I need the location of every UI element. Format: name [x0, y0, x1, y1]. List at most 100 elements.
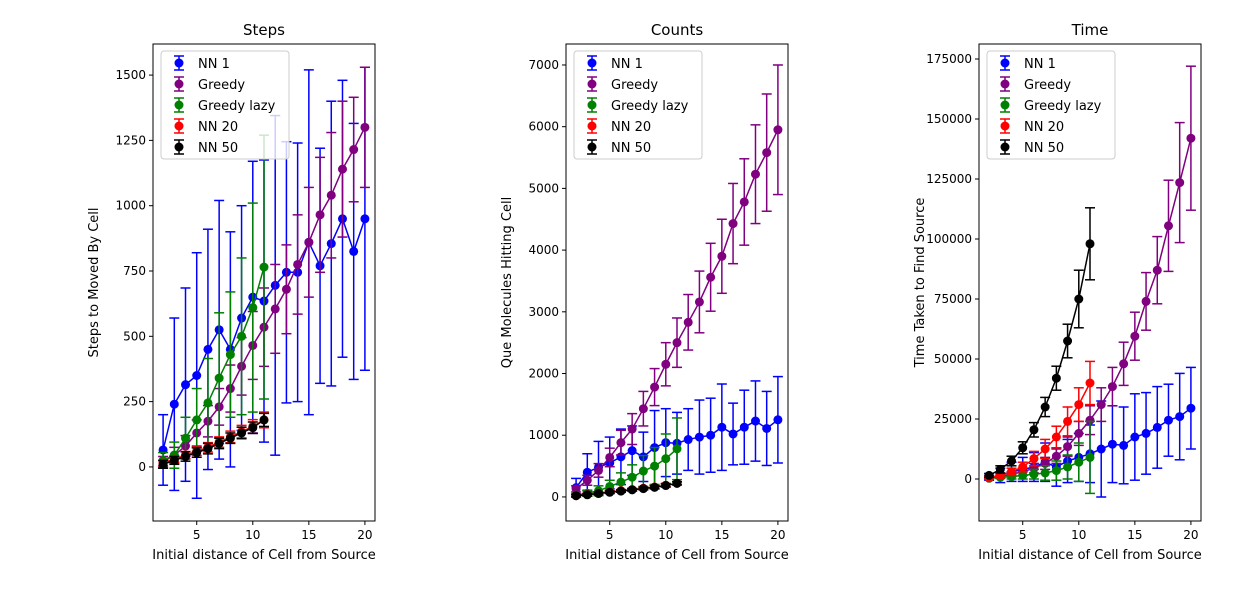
chart-title: Counts [651, 21, 704, 39]
legend-box [986, 50, 1116, 160]
point [672, 478, 682, 488]
point [181, 433, 191, 443]
legend-marker [174, 142, 184, 152]
point [627, 446, 637, 456]
point [1096, 444, 1106, 454]
point [717, 422, 727, 432]
point [995, 464, 1005, 474]
plot-area [984, 65, 1196, 498]
point [237, 428, 247, 438]
y-tick-label: 5000 [528, 181, 559, 195]
point [1051, 432, 1061, 442]
point [181, 380, 191, 390]
point [192, 415, 202, 425]
point [1063, 336, 1073, 346]
point [1152, 265, 1162, 275]
point [683, 317, 693, 327]
y-tick-label: 2000 [528, 367, 559, 381]
point [1063, 416, 1073, 426]
point [248, 423, 258, 433]
point [1018, 470, 1028, 480]
point [225, 433, 235, 443]
point [315, 210, 325, 220]
point [270, 304, 280, 314]
point [259, 415, 269, 425]
subplot: Time Initial distance of Cell from Source… [913, 21, 1202, 563]
y-tick-label: 150000 [926, 112, 972, 126]
plot-area [571, 64, 783, 501]
y-tick-label: 6000 [528, 120, 559, 134]
point [1163, 415, 1173, 425]
point [281, 284, 291, 294]
point [1186, 133, 1196, 143]
point [1040, 444, 1050, 454]
y-tick-label: 25000 [934, 412, 972, 426]
y-tick-label: 500 [123, 329, 146, 343]
legend-marker [1000, 121, 1010, 131]
point [672, 338, 682, 348]
x-tick-label: 15 [1127, 528, 1142, 542]
point [571, 484, 581, 494]
y-tick-label: 0 [138, 460, 146, 474]
series-line [162, 266, 265, 462]
point [1074, 428, 1084, 438]
point [1141, 296, 1151, 306]
legend-label: NN 1 [611, 57, 643, 72]
point [605, 487, 615, 497]
point [1175, 412, 1185, 422]
subplot: Steps Initial distance of Cell from Sourc… [87, 21, 376, 563]
x-tick-label: 15 [301, 528, 316, 542]
point [984, 470, 994, 480]
point [582, 467, 592, 477]
y-axis-label: Time Taken to Find Source [913, 198, 928, 369]
point [214, 373, 224, 383]
legend-marker [1000, 79, 1010, 89]
legend-marker [587, 79, 597, 89]
legend: NN 1 Greedy Greedy lazy NN 20 NN 50 [986, 50, 1116, 160]
point [1119, 440, 1129, 450]
axes-frame [152, 43, 376, 522]
point [1040, 402, 1050, 412]
point [616, 486, 626, 496]
legend-label: Greedy lazy [611, 99, 689, 114]
x-tick-label: 15 [714, 528, 729, 542]
x-axis-label: Initial distance of Cell from Source [152, 548, 375, 563]
point [1085, 239, 1095, 249]
y-tick-label: 750 [123, 264, 146, 278]
y-tick-label: 1000 [115, 199, 146, 213]
chart-title: Steps [243, 21, 285, 39]
point [650, 482, 660, 492]
point [1029, 469, 1039, 479]
point [158, 459, 168, 469]
point [360, 122, 370, 132]
x-tick-label: 10 [1071, 528, 1086, 542]
x-tick-label: 5 [606, 528, 614, 542]
axes-frame [978, 43, 1202, 522]
legend-label: NN 50 [611, 141, 651, 156]
point [1085, 415, 1095, 425]
legend-label: Greedy lazy [1024, 99, 1102, 114]
y-tick-label: 1000 [528, 428, 559, 442]
y-tick-label: 250 [123, 395, 146, 409]
legend-box [160, 50, 290, 160]
legend-marker [587, 121, 597, 131]
point [1063, 442, 1073, 452]
point [203, 398, 213, 408]
legend: NN 1 Greedy Greedy lazy NN 20 NN 50 [573, 50, 703, 160]
legend-marker [174, 79, 184, 89]
series-line [162, 419, 265, 466]
legend-label: NN 20 [198, 120, 238, 135]
point [762, 423, 772, 433]
x-tick-label: 10 [245, 528, 260, 542]
point [1074, 294, 1084, 304]
point [225, 350, 235, 360]
point [762, 148, 772, 158]
point [1119, 359, 1129, 369]
point [1018, 462, 1028, 472]
point [1130, 432, 1140, 442]
y-tick-label: 125000 [926, 172, 972, 186]
point [627, 424, 637, 434]
y-tick-label: 1500 [115, 68, 146, 82]
point [293, 259, 303, 269]
